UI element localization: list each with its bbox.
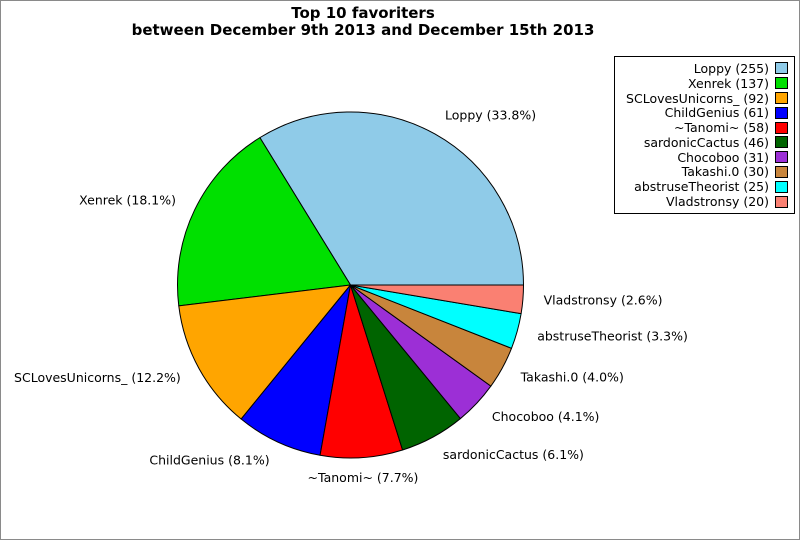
pie-slice-childgenius	[240, 284, 351, 456]
legend-item-sardoniccactus: sardonicCactus (46)	[619, 135, 788, 150]
legend-swatch-vladstronsy	[775, 195, 788, 208]
pie-slice-vladstronsy	[350, 284, 524, 315]
chart-title: Top 10 favoriters between December 9th 2…	[1, 5, 725, 38]
legend-label: Xenrek (137)	[688, 75, 769, 91]
legend-swatch-sardoniccactus	[775, 136, 788, 149]
pie-slice-sclovesunicorns	[178, 284, 351, 420]
legend-item-takashi-0: Takashi.0 (30)	[619, 164, 788, 180]
legend-label: sardonicCactus (46)	[643, 134, 769, 150]
slice-label-abstrusetheorist: abstruseTheorist (3.3%)	[537, 328, 688, 343]
pie-slice-loppy	[259, 111, 524, 286]
slice-label-takashi-0: Takashi.0 (4.0%)	[520, 369, 624, 384]
legend-item-childgenius: ChildGenius (61)	[619, 105, 788, 120]
slice-label-sclovesunicorns: SCLovesUnicorns_ (12.2%)	[14, 370, 181, 385]
legend-label: Takashi.0 (30)	[681, 164, 769, 180]
legend-item-vladstronsy: Vladstronsy (20)	[619, 194, 788, 209]
legend-label: Loppy (255)	[693, 60, 769, 76]
legend-item-xenrek: Xenrek (137)	[619, 76, 788, 91]
slice-label-vladstronsy: Vladstronsy (2.6%)	[544, 293, 663, 308]
slice-label-chocoboo: Chocoboo (4.1%)	[492, 409, 600, 424]
pie-slice-xenrek	[177, 137, 351, 307]
legend-swatch-abstrusetheorist	[775, 180, 788, 193]
legend-swatch-sclovesunicorns	[775, 91, 788, 104]
chart-title-line1: Top 10 favoriters	[291, 4, 435, 22]
legend-swatch-takashi-0	[775, 165, 788, 178]
slice-label-childgenius: ChildGenius (8.1%)	[149, 453, 269, 468]
slice-label-xenrek: Xenrek (18.1%)	[79, 192, 176, 207]
slice-label-tanomi: ~Tanomi~ (7.7%)	[308, 470, 419, 485]
legend-box: Loppy (255) Xenrek (137) SCLovesUnicorns_ …	[614, 56, 795, 214]
legend-label: Chocoboo (31)	[677, 149, 769, 165]
slice-label-loppy: Loppy (33.8%)	[445, 107, 536, 122]
legend-label: ChildGenius (61)	[664, 105, 769, 121]
legend-item-loppy: Loppy (255)	[619, 61, 788, 76]
legend-swatch-loppy	[775, 62, 788, 75]
legend-swatch-xenrek	[775, 77, 788, 90]
legend-label: Vladstronsy (20)	[665, 194, 769, 210]
legend-swatch-tanomi	[775, 121, 788, 134]
legend-item-chocoboo: Chocoboo (31)	[619, 150, 788, 165]
chart-title-line2: between December 9th 2013 and December 1…	[131, 20, 595, 39]
legend-label: ~Tanomi~ (58)	[673, 120, 769, 136]
legend-item-abstrusetheorist: abstruseTheorist (25)	[619, 179, 788, 194]
legend-item-sclovesunicorns: SCLovesUnicorns_ (92)	[619, 91, 788, 106]
legend-label: abstruseTheorist (25)	[634, 179, 769, 195]
legend-swatch-childgenius	[775, 106, 788, 119]
slice-label-sardoniccactus: sardonicCactus (6.1%)	[443, 447, 584, 462]
legend-label: SCLovesUnicorns_ (92)	[626, 90, 769, 106]
legend-swatch-chocoboo	[775, 151, 788, 164]
legend-item-tanomi: ~Tanomi~ (58)	[619, 120, 788, 135]
